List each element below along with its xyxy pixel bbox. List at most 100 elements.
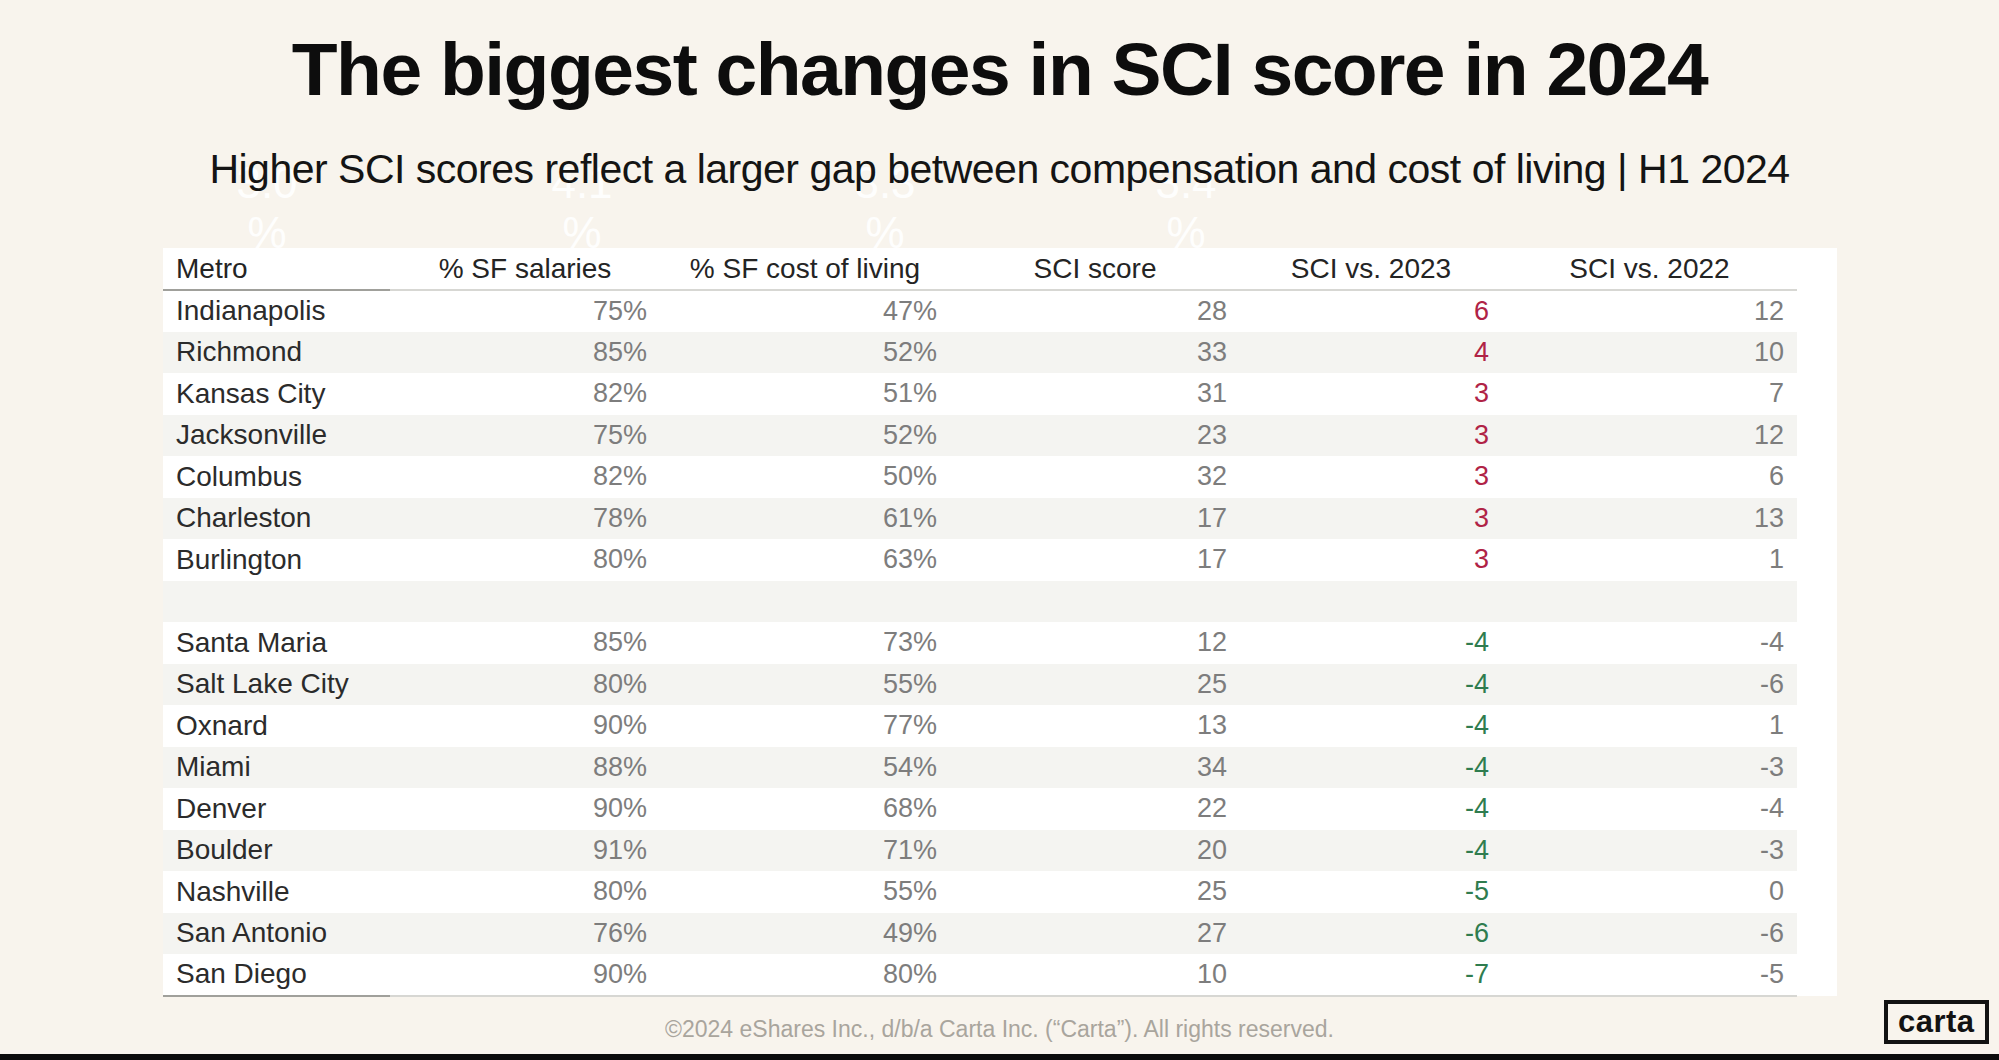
cell-value: 31 — [950, 373, 1240, 415]
cell-value: 17 — [950, 498, 1240, 540]
cell-sci-vs-2023: -4 — [1240, 622, 1502, 664]
cell-value: 17 — [950, 539, 1240, 581]
cell-value: 75% — [390, 415, 660, 457]
cell-value: 82% — [390, 456, 660, 498]
cell-value: 34 — [950, 747, 1240, 789]
cell-value: 80% — [390, 871, 660, 913]
table-row: Santa Maria85%73%12-4-4 — [163, 622, 1797, 664]
table-card: Metro % SF salaries % SF cost of living … — [163, 248, 1837, 996]
table-header: Metro % SF salaries % SF cost of living … — [163, 248, 1797, 290]
cell-metro: Charleston — [163, 498, 390, 540]
table-row: Denver90%68%22-4-4 — [163, 788, 1797, 830]
cell-metro: Nashville — [163, 871, 390, 913]
cell-metro: Richmond — [163, 332, 390, 374]
table-row: Nashville80%55%25-50 — [163, 871, 1797, 913]
cell-value: 71% — [660, 830, 950, 872]
cell-value: 51% — [660, 373, 950, 415]
cell-sci-vs-2023: -4 — [1240, 747, 1502, 789]
cell-metro — [163, 581, 390, 623]
cell-value: -3 — [1502, 830, 1797, 872]
cell-value: 88% — [390, 747, 660, 789]
cell-value: 76% — [390, 913, 660, 955]
cell-value: 1 — [1502, 705, 1797, 747]
cell-value: 13 — [1502, 498, 1797, 540]
table-row: Burlington80%63%1731 — [163, 539, 1797, 581]
cell-metro: Miami — [163, 747, 390, 789]
copyright-text: ©2024 eShares Inc., d/b/a Carta Inc. (“C… — [0, 1016, 1999, 1043]
table-row: Miami88%54%34-4-3 — [163, 747, 1797, 789]
cell-value: 12 — [1502, 415, 1797, 457]
cell-value: -4 — [1502, 622, 1797, 664]
header-row: Metro % SF salaries % SF cost of living … — [163, 248, 1797, 290]
cell-metro: Burlington — [163, 539, 390, 581]
cell-value: 73% — [660, 622, 950, 664]
cell-value: 50% — [660, 456, 950, 498]
col-header-sci-score: SCI score — [950, 248, 1240, 290]
cell-value: 61% — [660, 498, 950, 540]
cell-sci-vs-2023: 6 — [1240, 290, 1502, 332]
cell-value: 90% — [390, 788, 660, 830]
cell-sci-vs-2023: 3 — [1240, 498, 1502, 540]
cell-value: 12 — [950, 622, 1240, 664]
cell-value: 55% — [660, 664, 950, 706]
bottom-edge-bar — [0, 1054, 1999, 1060]
table-row: Salt Lake City80%55%25-4-6 — [163, 664, 1797, 706]
table-row: Oxnard90%77%13-41 — [163, 705, 1797, 747]
table-row: Boulder91%71%20-4-3 — [163, 830, 1797, 872]
cell-value: 52% — [660, 415, 950, 457]
cell-value: -5 — [1502, 954, 1797, 996]
cell-value: 0 — [1502, 871, 1797, 913]
cell-value: 85% — [390, 622, 660, 664]
cell-value: 10 — [950, 954, 1240, 996]
cell-metro: Jacksonville — [163, 415, 390, 457]
page-title: The biggest changes in SCI score in 2024 — [0, 26, 1999, 112]
cell-value — [390, 581, 660, 623]
cell-value: 32 — [950, 456, 1240, 498]
cell-sci-vs-2023: -4 — [1240, 664, 1502, 706]
cell-value: 27 — [950, 913, 1240, 955]
col-header-sci-vs-2022: SCI vs. 2022 — [1502, 248, 1797, 290]
cell-value — [660, 581, 950, 623]
cell-value: 52% — [660, 332, 950, 374]
cell-sci-vs-2023: 3 — [1240, 539, 1502, 581]
cell-value: 91% — [390, 830, 660, 872]
cell-metro: Oxnard — [163, 705, 390, 747]
cell-value: 28 — [950, 290, 1240, 332]
cell-value: 7 — [1502, 373, 1797, 415]
cell-sci-vs-2023: -4 — [1240, 830, 1502, 872]
cell-value: 55% — [660, 871, 950, 913]
cell-sci-vs-2023: -4 — [1240, 788, 1502, 830]
table-row: Indianapolis75%47%28612 — [163, 290, 1797, 332]
cell-value: 13 — [950, 705, 1240, 747]
col-header-sf-cost-of-living: % SF cost of living — [660, 248, 950, 290]
cell-value: 80% — [390, 539, 660, 581]
cell-value: 68% — [660, 788, 950, 830]
cell-value: 47% — [660, 290, 950, 332]
sci-table: Metro % SF salaries % SF cost of living … — [163, 248, 1797, 997]
cell-metro: San Diego — [163, 954, 390, 996]
table-row: Charleston78%61%17313 — [163, 498, 1797, 540]
cell-value: 1 — [1502, 539, 1797, 581]
cell-metro: Denver — [163, 788, 390, 830]
cell-value: 22 — [950, 788, 1240, 830]
col-header-metro: Metro — [163, 248, 390, 290]
cell-sci-vs-2023: -7 — [1240, 954, 1502, 996]
carta-logo: carta — [1884, 1000, 1989, 1044]
cell-value: -3 — [1502, 747, 1797, 789]
cell-metro: Indianapolis — [163, 290, 390, 332]
cell-value — [950, 581, 1240, 623]
cell-value: 80% — [390, 664, 660, 706]
table-row: Columbus82%50%3236 — [163, 456, 1797, 498]
cell-value: -6 — [1502, 913, 1797, 955]
table-row: San Antonio76%49%27-6-6 — [163, 913, 1797, 955]
table-row: Richmond85%52%33410 — [163, 332, 1797, 374]
cell-value: 49% — [660, 913, 950, 955]
spacer-row — [163, 581, 1797, 623]
cell-value: 77% — [660, 705, 950, 747]
cell-value: 54% — [660, 747, 950, 789]
cell-metro: Salt Lake City — [163, 664, 390, 706]
cell-value: 78% — [390, 498, 660, 540]
cell-metro: Kansas City — [163, 373, 390, 415]
cell-value: 12 — [1502, 290, 1797, 332]
table-row: San Diego90%80%10-7-5 — [163, 954, 1797, 996]
